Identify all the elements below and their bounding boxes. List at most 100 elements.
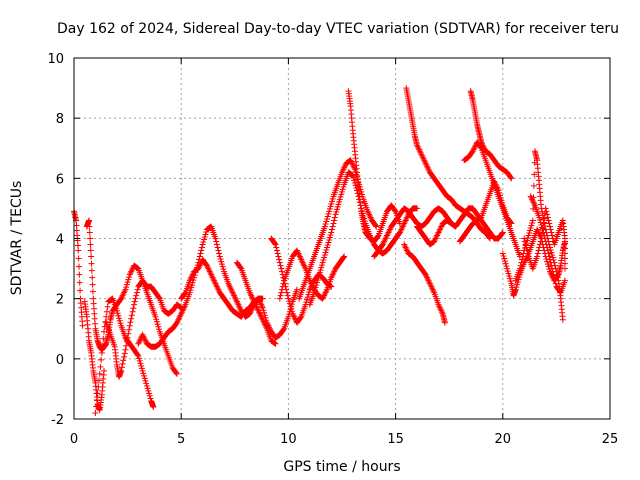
data-point [139,367,146,374]
data-point [331,214,338,221]
data-point [117,320,124,327]
data-point [197,250,204,257]
data-point [90,295,97,302]
data-point [79,322,86,329]
data-point [524,234,531,241]
data-point [131,301,138,308]
data-point [135,352,142,359]
data-point [534,250,541,257]
data-point [525,232,532,239]
data-point [99,342,106,349]
data-point [561,250,568,257]
data-point [321,223,328,230]
data-point [340,183,347,190]
data-point [349,171,356,178]
data-point [89,274,96,281]
series-s11 [296,157,380,302]
data-point [137,360,144,367]
data-point [326,205,333,212]
data-point [507,219,514,226]
data-point [136,355,143,362]
series-s17 [414,205,506,248]
data-point [271,339,278,346]
data-point [156,294,163,301]
data-point [76,271,83,278]
data-point [153,318,160,325]
data-point [543,208,550,215]
data-point [91,315,98,322]
data-point [276,259,283,266]
data-point [122,346,129,353]
data-point [549,232,556,239]
data-point [74,232,81,239]
data-point [123,338,130,345]
y-tick-label: 6 [56,172,64,187]
data-point [316,272,323,279]
data-point [134,265,141,272]
data-point [272,241,279,248]
data-point [552,280,559,287]
data-point [561,240,568,247]
data-point [173,370,180,377]
y-axis-label: SDTVAR / TECUs [9,181,25,296]
data-point [213,241,220,248]
data-point [118,367,125,374]
data-point [326,208,333,215]
data-point [541,235,548,242]
data-point [278,265,285,272]
axis-ticks: 0 5 10 15 20 25 -2 0 2 4 6 8 10 [47,52,618,447]
data-point [379,242,386,249]
data-point [285,313,292,320]
series-s24 [527,193,568,296]
data-point [218,258,225,265]
y-tick-label: 8 [56,112,64,127]
data-point [100,335,107,342]
data-point [89,288,96,295]
data-point [278,268,285,275]
data-point [214,244,221,251]
data-point [88,267,95,274]
data-point [150,403,157,410]
data-point [543,256,550,263]
data-point [328,200,335,207]
series-s19 [467,88,515,182]
data-point [147,395,154,402]
data-point [546,266,553,273]
data-point [528,222,535,229]
data-point [561,235,568,242]
data-point [116,315,123,322]
data-point [551,277,558,284]
data-point [335,201,342,208]
data-point [273,244,280,251]
data-point [271,340,278,347]
data-point [507,174,514,181]
data-point [548,229,555,236]
data-point [140,370,147,377]
data-point [561,265,568,272]
data-point [501,255,508,262]
data-point [356,183,363,190]
data-point [287,303,294,310]
data-point [141,375,148,382]
data-point [142,377,149,384]
data-point [313,279,320,286]
data-point [561,260,568,267]
data-point [327,203,334,210]
y-tick-label: 0 [56,353,64,368]
data-point [276,256,283,263]
data-point [125,330,132,337]
data-point [293,286,300,293]
data-point [538,221,545,228]
data-point [127,319,134,326]
data-point [117,296,124,303]
data-point [318,264,325,271]
data-point [550,271,557,278]
data-point [496,192,503,199]
data-point [374,233,381,240]
data-point [73,222,80,229]
data-point [505,270,512,277]
series-s8 [233,259,279,347]
data-point [198,244,205,251]
data-point [123,284,130,291]
